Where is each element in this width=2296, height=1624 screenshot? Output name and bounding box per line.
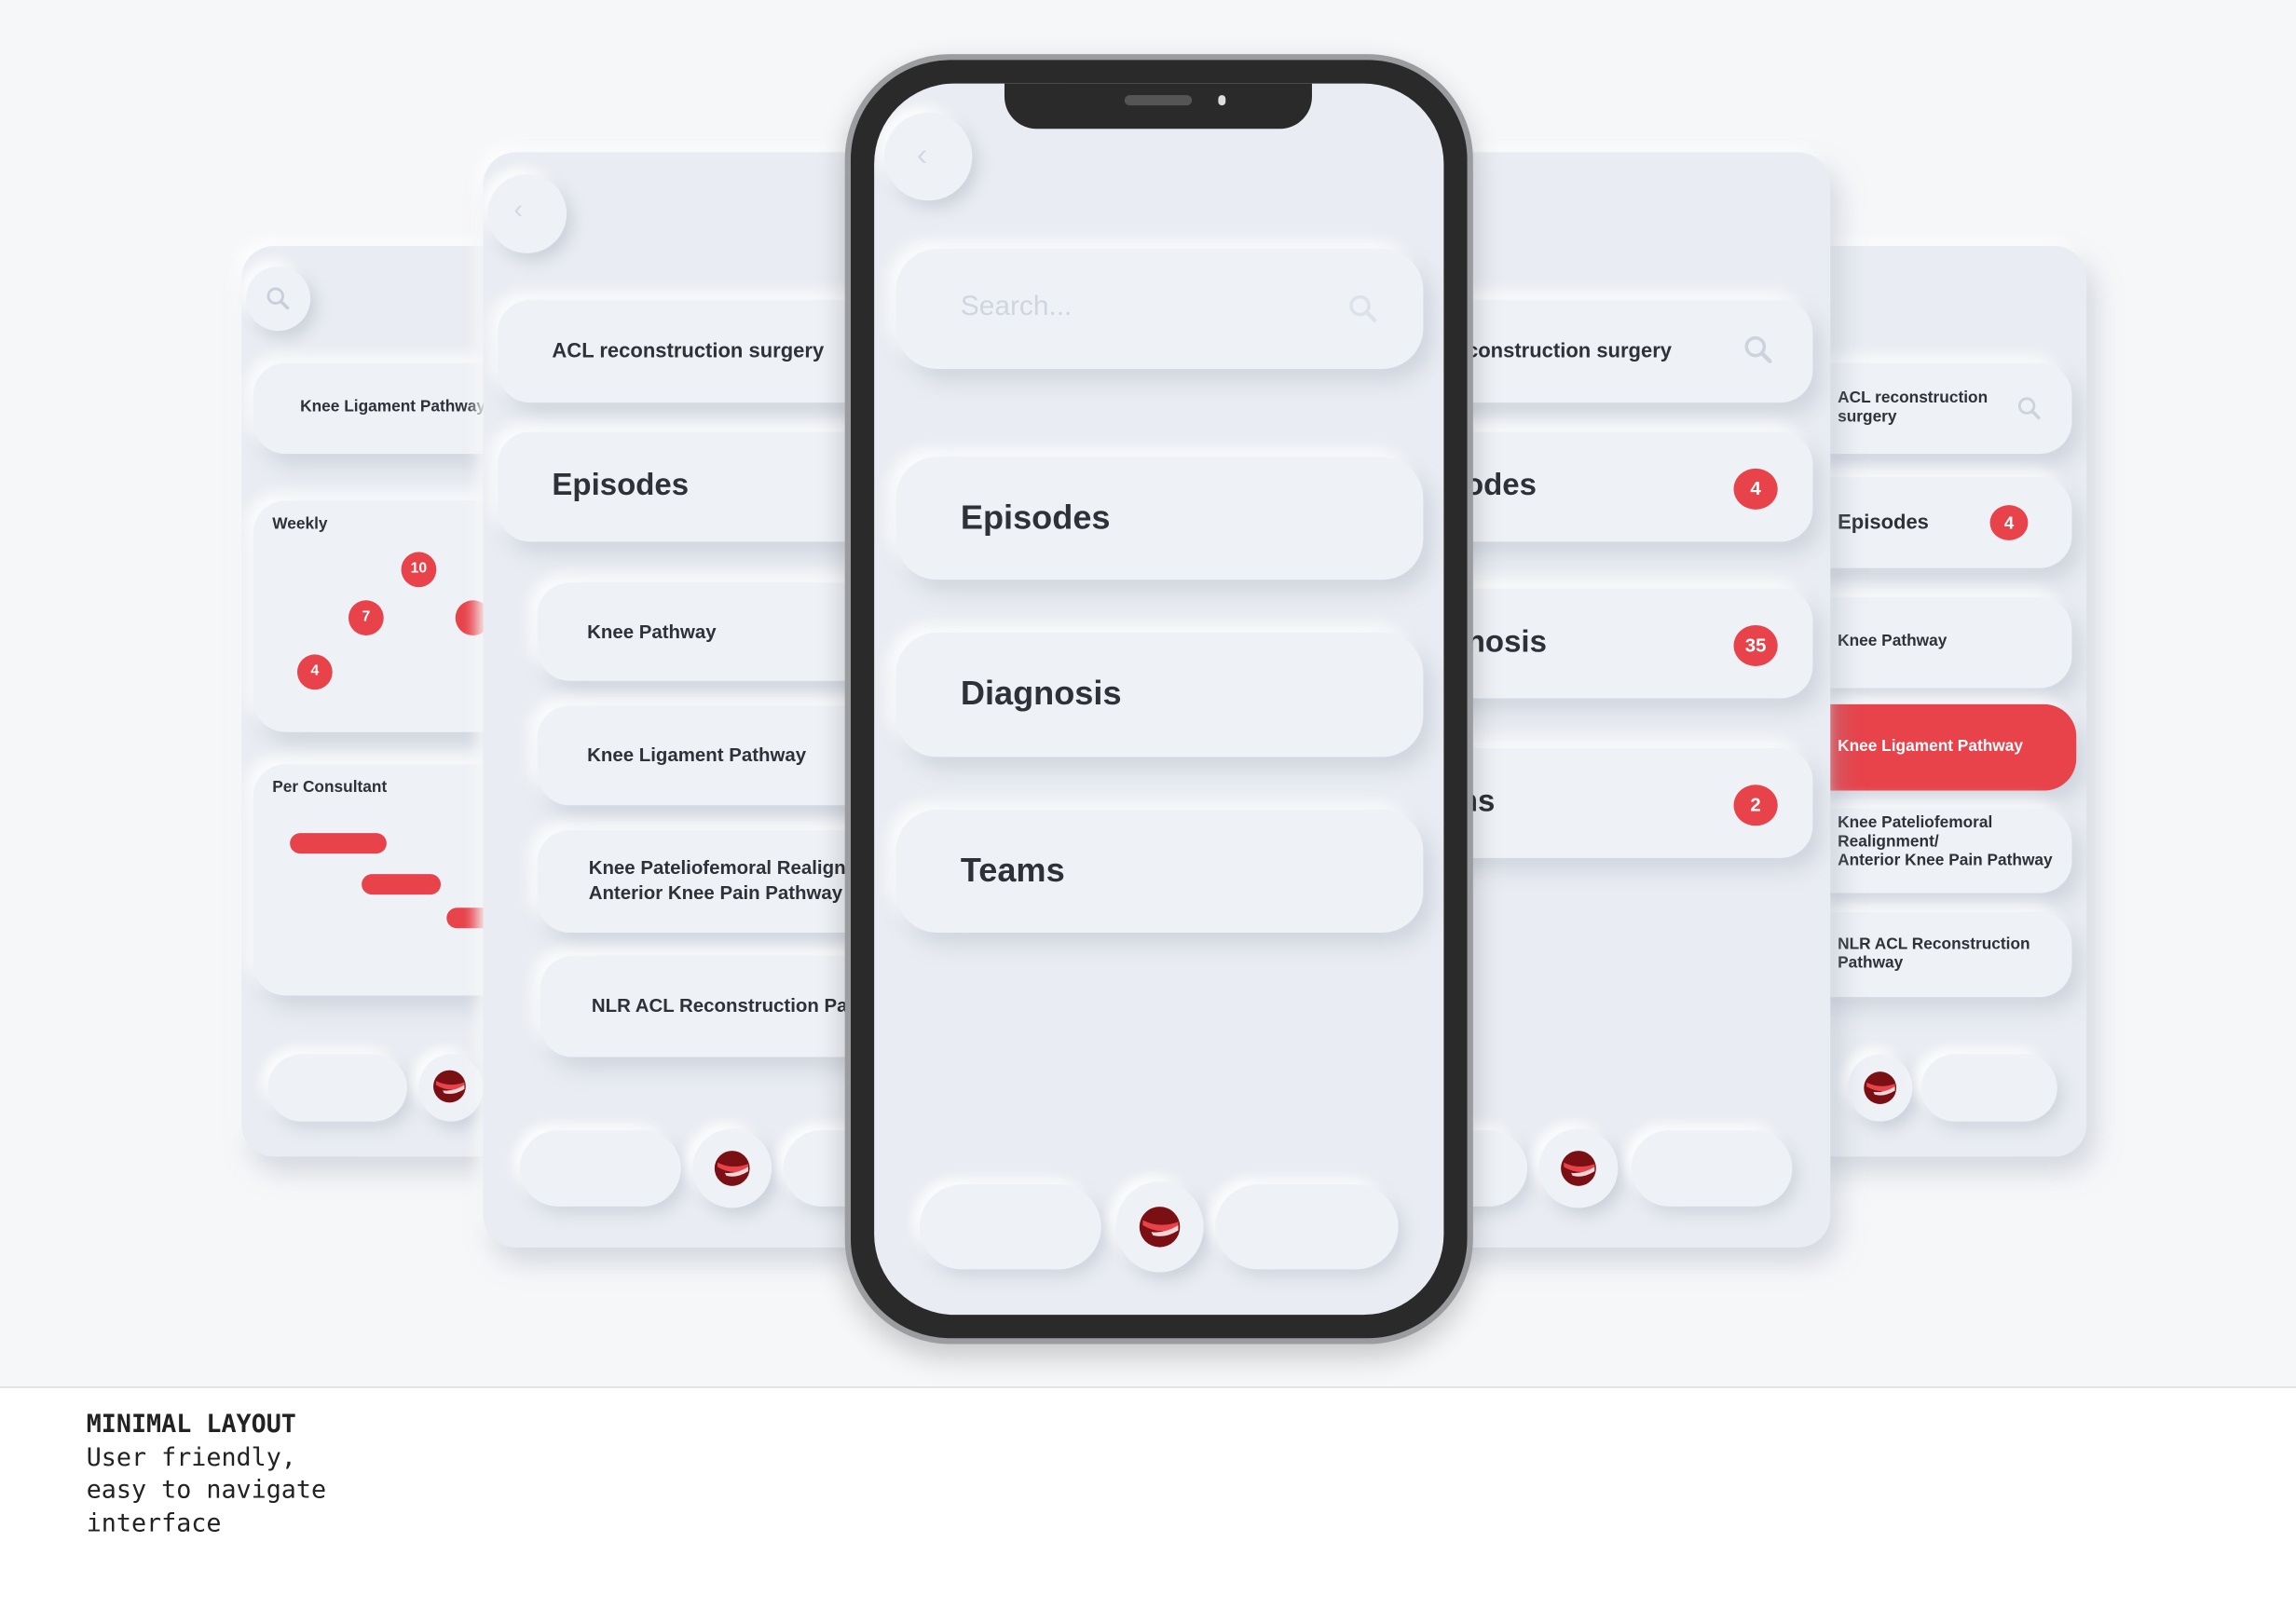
- home-button[interactable]: [692, 1128, 772, 1208]
- pathway-label: Knee Pateliofemoral Realignment/: [1838, 813, 1993, 851]
- logo-icon: [713, 1150, 751, 1188]
- home-button[interactable]: [1115, 1181, 1204, 1273]
- consultant-bar: [362, 874, 441, 895]
- nav-pill-left[interactable]: [919, 1184, 1101, 1270]
- menu-label: Diagnosis: [960, 673, 1122, 712]
- consultant-bar: [290, 833, 387, 854]
- search-input[interactable]: Search...: [895, 249, 1424, 369]
- menu-button-episodes[interactable]: Episodes: [895, 457, 1424, 580]
- home-button[interactable]: [1848, 1054, 1913, 1122]
- logo-icon: [432, 1069, 468, 1104]
- back-arrow-icon: ‹: [513, 194, 523, 225]
- nav-pill-left[interactable]: [519, 1130, 681, 1207]
- pathway-label: Knee Pathway: [587, 621, 717, 643]
- caption-line: User friendly,: [86, 1442, 296, 1473]
- caption-line: easy to navigate: [86, 1475, 327, 1506]
- search-icon: [1347, 293, 1380, 325]
- phone-screen: ‹ Search... Episodes Diagnosis Teams: [874, 83, 1444, 1316]
- search-icon: [1742, 334, 1775, 366]
- menu-button-teams[interactable]: Teams: [895, 809, 1424, 933]
- nav-pill-right[interactable]: [1920, 1054, 2057, 1122]
- back-button[interactable]: ‹: [884, 112, 973, 201]
- logo-icon: [1863, 1071, 1898, 1106]
- logo-icon: [1138, 1205, 1182, 1249]
- pathway-label-block: Knee Pateliofemoral Realignment/ Anterio…: [1838, 814, 2066, 871]
- search-icon: [265, 285, 291, 311]
- pathway-label-line2: Anterior Knee Pain Pathway: [1838, 852, 2053, 870]
- nav-pill-left[interactable]: [267, 1054, 407, 1122]
- pathway-label: Knee Ligament Pathway: [587, 744, 807, 766]
- count-badge: 35: [1733, 624, 1778, 666]
- weekly-badge: 10: [401, 552, 437, 588]
- episodes-label: Episodes: [1838, 509, 1929, 533]
- pathway-label: NLR ACL Reconstruction Pathway: [1838, 935, 2030, 973]
- pathway-label-line2: Anterior Knee Pain Pathway: [588, 880, 843, 904]
- nav-pill-right[interactable]: [1215, 1184, 1399, 1270]
- pathway-label: Knee Pathway: [1838, 632, 1948, 650]
- pathway-label: NLR ACL Reconstruction Pathway: [591, 993, 902, 1017]
- pathway-label: Knee Pateliofemoral Realignment/: [588, 856, 897, 879]
- home-button[interactable]: [1538, 1128, 1619, 1208]
- count-badge: 4: [1733, 468, 1778, 510]
- search-icon: [2016, 395, 2043, 421]
- weekly-badge: 7: [348, 600, 384, 635]
- episodes-badge: 4: [1989, 505, 2029, 540]
- notch: [1004, 83, 1312, 130]
- menu-label: Episodes: [960, 498, 1111, 537]
- phone-mockup: ‹ Search... Episodes Diagnosis Teams: [844, 54, 1473, 1344]
- menu-button-diagnosis[interactable]: Diagnosis: [895, 632, 1424, 757]
- logo-icon: [1560, 1150, 1598, 1188]
- caption-line: interface: [86, 1508, 222, 1538]
- episodes-label: Episodes: [552, 468, 690, 502]
- search-value: ACL reconstruction surgery: [1838, 389, 1988, 427]
- search-button[interactable]: [245, 266, 311, 332]
- camera: [1218, 95, 1226, 106]
- back-arrow-icon: ‹: [916, 136, 928, 173]
- weekly-label: Weekly: [272, 515, 328, 533]
- per-consultant-label: Per Consultant: [272, 778, 388, 797]
- caption: MINIMAL LAYOUT User friendly, easy to na…: [87, 1409, 326, 1540]
- caption-title: MINIMAL LAYOUT: [86, 1410, 296, 1440]
- pathway-label-block: Knee Pateliofemoral Realignment/ Anterio…: [589, 855, 896, 905]
- home-button[interactable]: [418, 1054, 484, 1122]
- menu-label: Teams: [960, 850, 1065, 889]
- speaker: [1124, 95, 1193, 106]
- count-badge: 2: [1733, 785, 1778, 826]
- pathway-label: Knee Ligament Pathway: [1838, 737, 2023, 756]
- nav-pill-right[interactable]: [1631, 1130, 1793, 1207]
- pathway-title: Knee Ligament Pathway: [300, 398, 485, 416]
- back-button[interactable]: ‹: [487, 173, 567, 253]
- search-value: ACL reconstruction surgery: [552, 337, 825, 362]
- weekly-badge: 4: [296, 654, 333, 690]
- search-placeholder: Search...: [960, 291, 1073, 322]
